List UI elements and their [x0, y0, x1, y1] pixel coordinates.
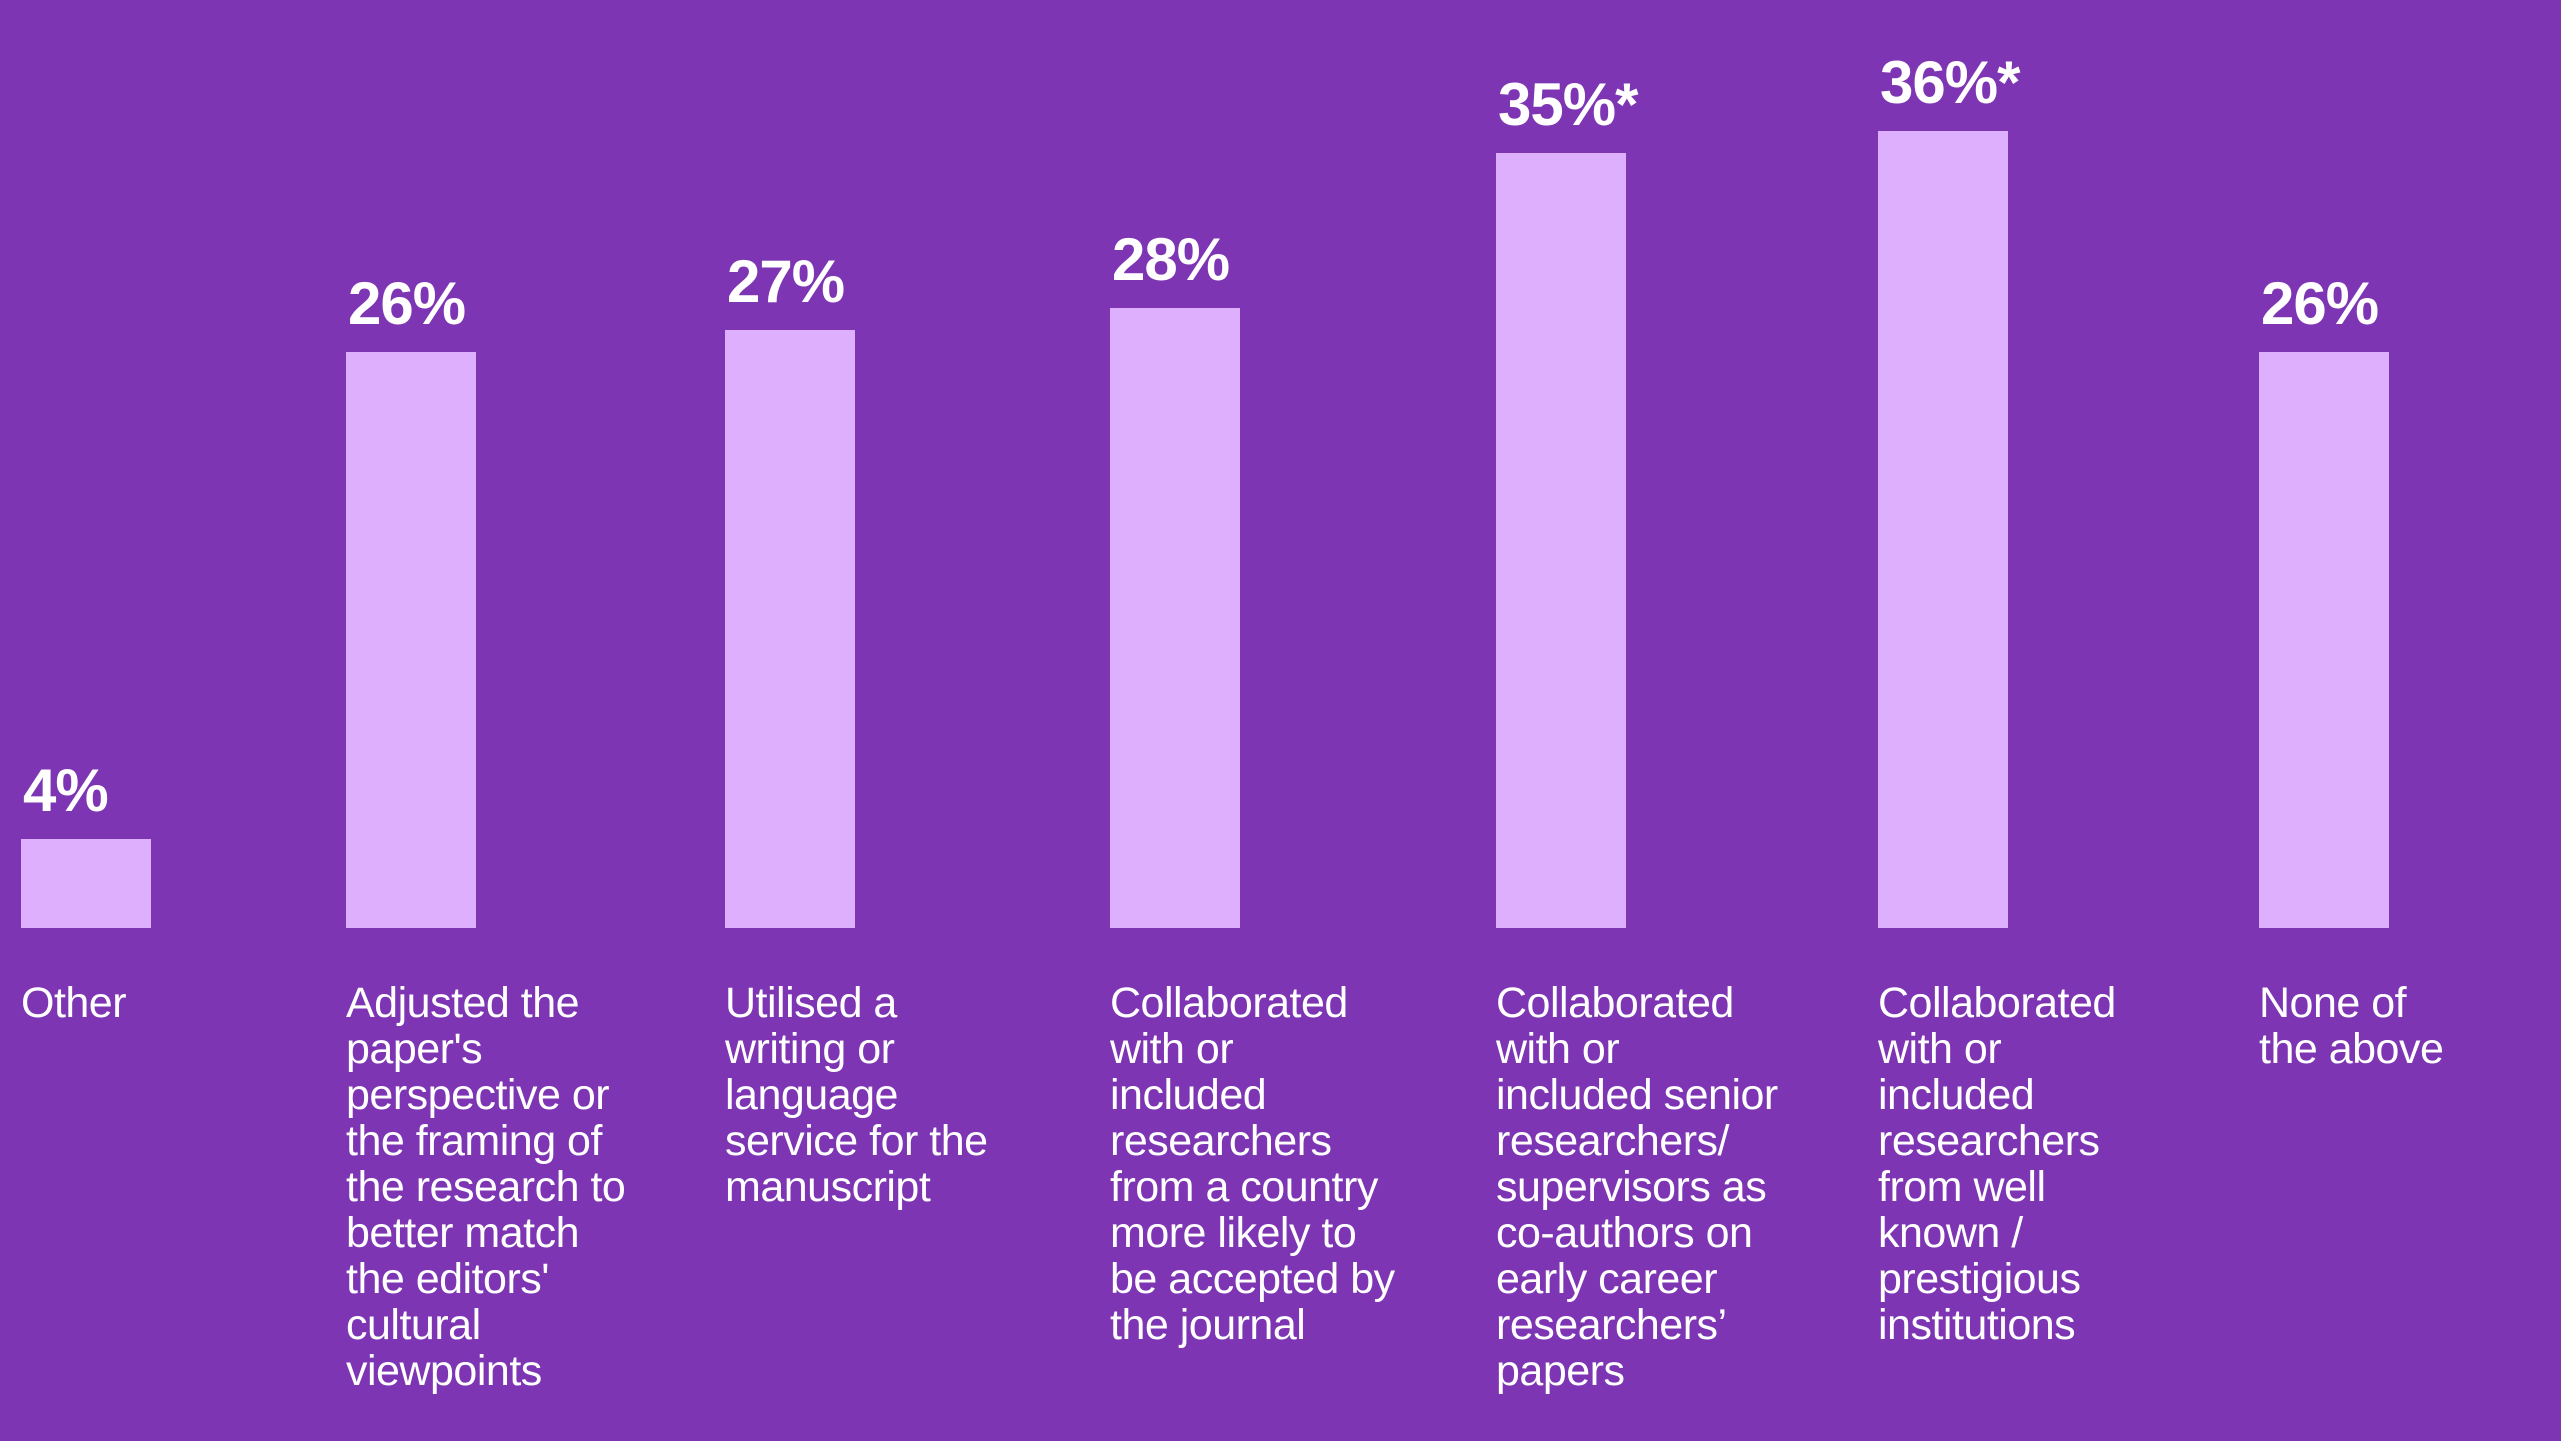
data-label-6: 26% [2261, 270, 2379, 338]
data-label-3: 28% [1112, 226, 1230, 294]
category-label-line: Other [21, 979, 127, 1027]
bar-2 [725, 330, 855, 928]
category-label-line: paper's [346, 1025, 483, 1073]
data-label-0: 4% [23, 757, 109, 825]
category-label-line: from well [1878, 1163, 2046, 1211]
category-label-line: included [1110, 1071, 1267, 1119]
category-label-5: Collaborated with or included researchers fr… [1878, 980, 2116, 1348]
category-label-line: known / [1878, 1209, 2023, 1257]
category-label-line: the journal [1110, 1301, 1306, 1349]
bar-1 [346, 352, 476, 928]
category-label-line: manuscript [725, 1163, 931, 1211]
category-label-line: early career [1496, 1255, 1718, 1303]
category-label-line: with or [1110, 1025, 1234, 1073]
category-label-line: language [725, 1071, 898, 1119]
category-label-line: institutions [1878, 1301, 2076, 1349]
category-label-line: cultural [346, 1301, 481, 1349]
bar-4 [1496, 153, 1626, 928]
category-label-line: Collaborated [1110, 979, 1348, 1027]
category-label-line: Collaborated [1496, 979, 1734, 1027]
bar-3 [1110, 308, 1240, 928]
category-label-line: Adjusted the [346, 979, 580, 1027]
data-label-5: 36%* [1880, 49, 2020, 116]
category-label-line: viewpoints [346, 1347, 542, 1395]
bar-6 [2259, 352, 2389, 928]
category-label-0: Other [21, 979, 127, 1027]
category-label-line: papers [1496, 1347, 1625, 1395]
category-label-line: the framing of [346, 1117, 602, 1165]
category-label-line: with or [1878, 1025, 2002, 1073]
category-label-line: the research to [346, 1163, 626, 1211]
category-label-line: be accepted by [1110, 1255, 1395, 1303]
category-label-line: Collaborated [1878, 979, 2116, 1027]
data-label-4: 35%* [1498, 71, 1638, 139]
category-label-line: the editors' [346, 1255, 550, 1303]
category-label-1: Adjusted the paper's perspective or the fra… [346, 979, 626, 1395]
category-label-line: included senior [1496, 1071, 1778, 1119]
category-label-line: researchers [1878, 1117, 2100, 1165]
category-label-line: better match [346, 1209, 580, 1257]
category-label-line: researchers/ [1496, 1117, 1729, 1165]
category-label-line: perspective or [346, 1071, 610, 1119]
data-label-2: 27% [727, 248, 845, 316]
category-label-line: the above [2259, 1025, 2444, 1073]
category-label-line: service for the [725, 1117, 988, 1165]
category-label-line: Utilised a [725, 979, 897, 1027]
category-label-line: supervisors as [1496, 1163, 1767, 1211]
category-label-line: researchers [1110, 1117, 1332, 1165]
category-label-line: with or [1496, 1025, 1620, 1073]
category-label-line: included [1878, 1071, 2035, 1119]
category-label-line: from a country [1110, 1163, 1378, 1211]
category-label-line: prestigious [1878, 1255, 2081, 1303]
category-label-line: None of [2259, 979, 2407, 1027]
category-label-4: Collaborated with or included senior resear… [1496, 980, 1778, 1394]
category-label-6: None of the above [2259, 979, 2444, 1073]
category-label-line: writing or [725, 1025, 895, 1073]
category-label-2: Utilised a writing or language service for … [725, 980, 988, 1210]
category-label-line: researchers’ [1496, 1301, 1727, 1349]
category-label-3: Collaborated with or included researchers fr… [1110, 980, 1395, 1348]
data-label-1: 26% [348, 270, 466, 338]
bar-0 [21, 839, 151, 928]
category-label-line: more likely to [1110, 1209, 1357, 1257]
bar-5 [1878, 131, 2008, 928]
category-label-line: co-authors on [1496, 1209, 1753, 1257]
